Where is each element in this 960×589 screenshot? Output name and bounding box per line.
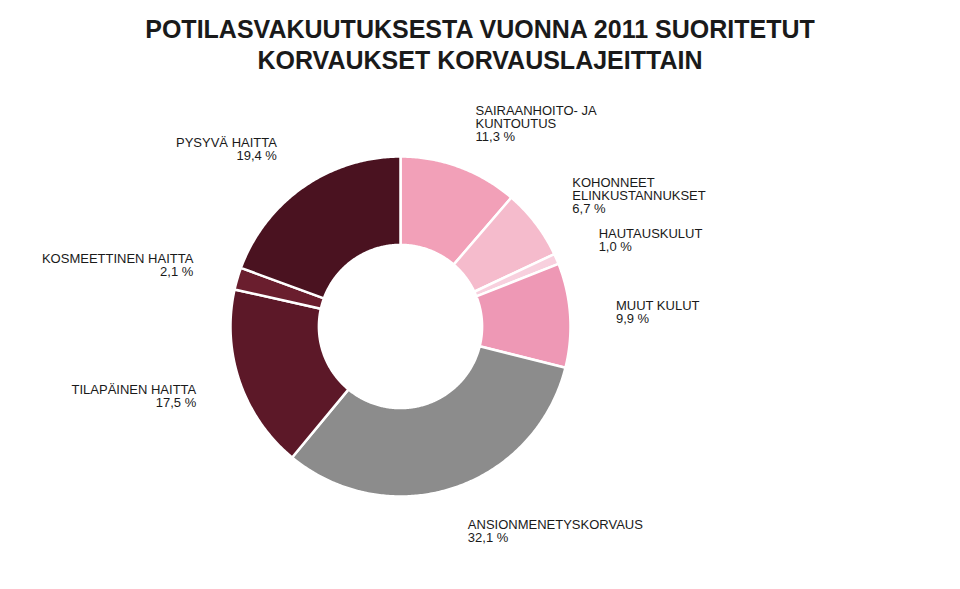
svg-text:ANSIONMENETYSKORVAUS32,1 %: ANSIONMENETYSKORVAUS32,1 %	[468, 517, 643, 545]
svg-text:MUUT KULUT9,9 %: MUUT KULUT9,9 %	[616, 298, 700, 326]
svg-text:KOHONNEETELINKUSTANNUKSET6,7 %: KOHONNEETELINKUSTANNUKSET6,7 %	[572, 175, 705, 216]
svg-text:HAUTAUSKULUT1,0 %: HAUTAUSKULUT1,0 %	[599, 226, 703, 254]
svg-text:KOSMEETTINEN HAITTA2,1 %: KOSMEETTINEN HAITTA2,1 %	[42, 251, 194, 279]
html-text:POTILASVAKUUTUKSESTA VUONNA 20: POTILASVAKUUTUKSESTA VUONNA 2011 SUORITE…	[145, 15, 815, 74]
svg-text:TILAPÄINEN HAITTA17,5 %: TILAPÄINEN HAITTA17,5 %	[72, 382, 197, 410]
svg-text:SAIRAANHOITO- JAKUNTOUTUS11,3: SAIRAANHOITO- JAKUNTOUTUS11,3 %	[476, 103, 597, 144]
svg-text:PYSYVÄ HAITTA19,4 %: PYSYVÄ HAITTA19,4 %	[176, 135, 277, 163]
